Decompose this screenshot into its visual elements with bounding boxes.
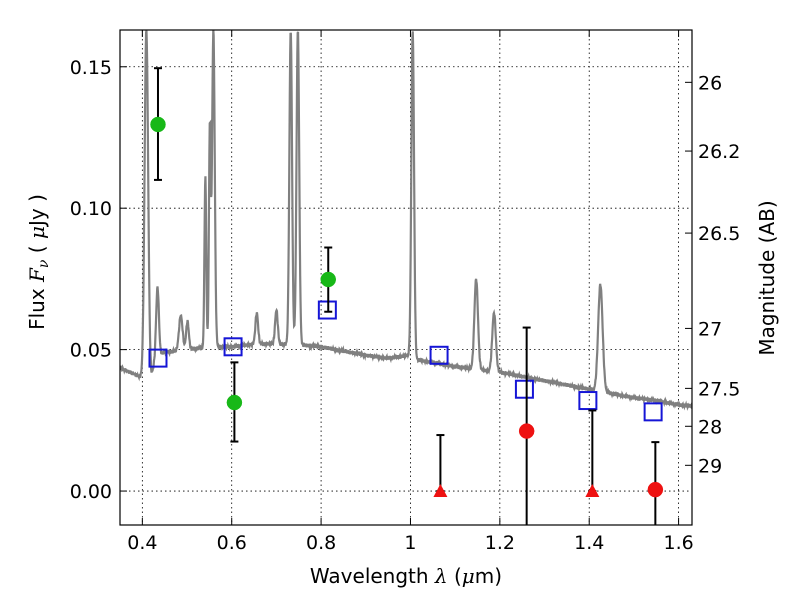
model-photometry-square bbox=[148, 348, 168, 368]
y-tick-label: 0.10 bbox=[70, 198, 112, 220]
x-tick-label: 0.6 bbox=[217, 532, 247, 554]
x-tick-label: 0.4 bbox=[127, 532, 157, 554]
photometry-points bbox=[148, 67, 664, 525]
model-photometry-square bbox=[429, 345, 449, 365]
right-tick-label: 26.2 bbox=[698, 141, 740, 163]
y-tick-label: 0.00 bbox=[70, 481, 112, 503]
model-photometry-square bbox=[223, 337, 243, 357]
y-axis-label: Flux Fν ( μJy ) bbox=[25, 194, 52, 330]
measured-flux-point bbox=[150, 116, 166, 133]
x-tick-label: 1.4 bbox=[574, 532, 604, 554]
model-photometry-square bbox=[643, 402, 663, 422]
right-tick-label: 29 bbox=[698, 455, 722, 477]
x-tick-label: 1 bbox=[404, 532, 416, 554]
right-tick-label: 28 bbox=[698, 416, 722, 438]
right-tick-label: 27 bbox=[698, 318, 722, 340]
model-photometry-square bbox=[578, 391, 598, 411]
right-tick-label: 26.5 bbox=[698, 223, 740, 245]
right-tick-label: 27.5 bbox=[698, 378, 740, 400]
measured-flux-point bbox=[226, 394, 243, 411]
measured-flux-point bbox=[647, 481, 664, 498]
measured-flux-point bbox=[518, 423, 535, 439]
x-tick-label: 0.8 bbox=[306, 532, 336, 554]
x-tick-label: 1.6 bbox=[663, 532, 693, 554]
upper-limit-triangle bbox=[433, 484, 448, 498]
y-tick-label: 0.05 bbox=[70, 340, 112, 362]
spectrum-line bbox=[120, 30, 692, 411]
x-tick-label: 1.2 bbox=[485, 532, 515, 554]
right-tick-label: 26 bbox=[698, 72, 722, 94]
y-tick-label: 0.15 bbox=[70, 57, 112, 79]
measured-flux-point bbox=[320, 271, 336, 288]
right-axis-label: Magnitude (AB) bbox=[755, 200, 779, 355]
x-axis-label: Wavelength λ (μm) bbox=[310, 564, 502, 588]
axis-ticks: 0.4 0.6 0.8 1 1.2 1.4 1.6 0.00 0.05 0.10 0.15 26 26.… bbox=[70, 30, 740, 554]
plot-frame bbox=[119, 29, 693, 526]
model-spectrum bbox=[120, 30, 692, 411]
upper-limit-triangle bbox=[585, 484, 600, 498]
model-photometry-square bbox=[514, 379, 534, 399]
